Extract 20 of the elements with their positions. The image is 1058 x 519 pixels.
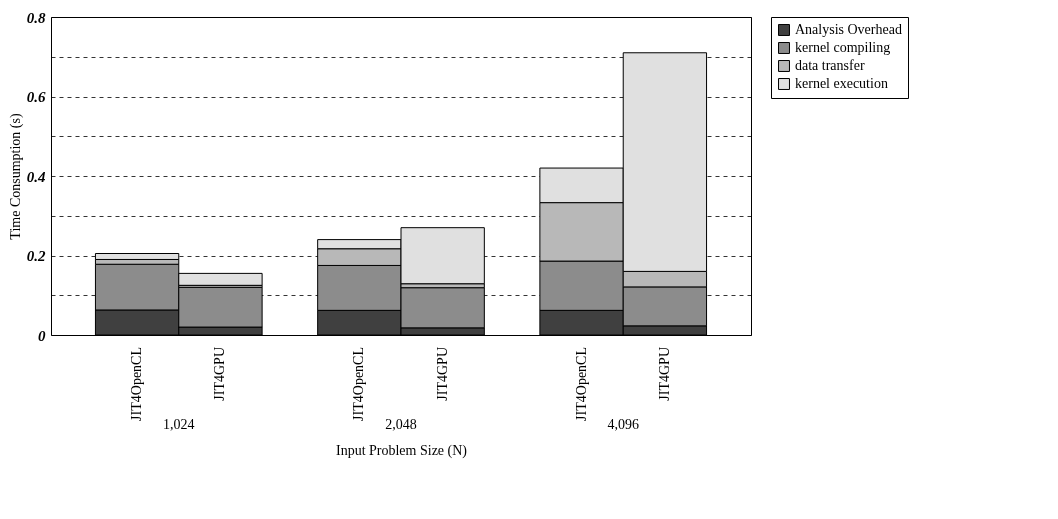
y-tick-label: 0.2 <box>26 248 46 264</box>
legend-label: kernel execution <box>795 76 888 91</box>
x-tick-label: JIT4GPU <box>434 347 450 401</box>
x-tick-label: JIT4GPU <box>656 347 672 401</box>
y-tick-label: 0.6 <box>26 89 46 105</box>
text: 2,048 <box>385 416 417 432</box>
x-tick-label: JIT4GPU <box>212 347 228 401</box>
legend-label: data transfer <box>795 58 865 73</box>
text: 4,096 <box>607 416 639 432</box>
x-axis-title: Input Problem Size (N) <box>335 442 468 459</box>
y-tick-label: 0.4 <box>26 168 46 185</box>
x-tick-label: JIT4OpenCL <box>573 347 589 421</box>
text: 1,024 <box>163 416 195 432</box>
legend-label: Analysis Overhead <box>795 22 902 37</box>
y-tick-label: 0.8 <box>26 9 46 26</box>
y-axis-title: Time Consumption (s) <box>7 113 24 240</box>
legend-label: kernel compiling <box>795 40 891 55</box>
x-tick-label: JIT4OpenCL <box>351 347 367 421</box>
x-tick-label: JIT4OpenCL <box>129 347 145 421</box>
y-tick-label: 0 <box>38 327 46 344</box>
